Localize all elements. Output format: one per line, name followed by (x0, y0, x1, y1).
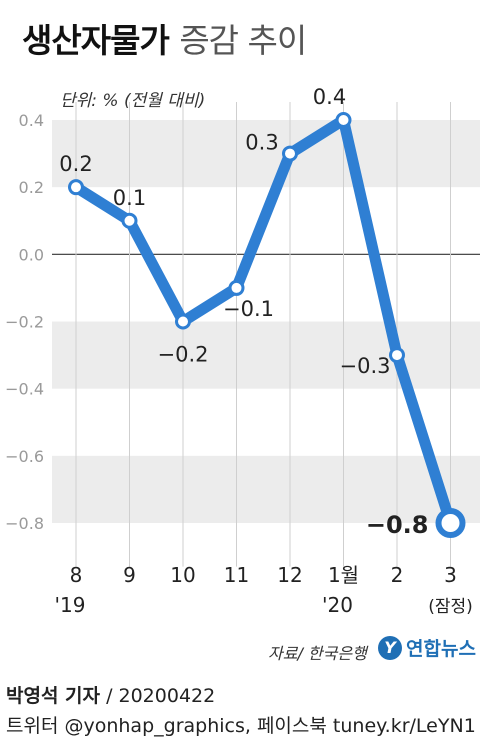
grid-band-0 (52, 120, 480, 188)
data-point (121, 212, 138, 229)
y-tick-label: 0.2 (19, 178, 44, 197)
data-point (335, 112, 352, 128)
yonhap-logo: Y 연합뉴스 (378, 634, 476, 661)
x-tick-label: 2 (391, 563, 404, 587)
x-tick-label: 1월 (328, 563, 359, 587)
data-point (68, 179, 84, 196)
reporter-name: 박영석 기자 (6, 685, 101, 707)
credit-date: / 20200422 (106, 685, 216, 707)
line-chart: 0.4 0.2 0.0 −0.2 −0.4 −0.6 −0.8 0.2 0.1 −0.2 −0.1… (5, 85, 480, 617)
reporter-credit: 박영석 기자 / 20200422 (6, 681, 215, 708)
y-tick-label: −0.4 (5, 380, 44, 399)
x-axis: 8 '19 9 10 11 12 1월 '20 2 3 (잠정) (55, 563, 473, 617)
x-tick-label: 8 (70, 563, 83, 587)
data-label: −0.3 (340, 354, 391, 378)
grid-band-2 (52, 455, 480, 523)
x-tick-label: 12 (277, 563, 302, 587)
data-point (389, 347, 405, 364)
y-tick-label: −0.8 (5, 514, 44, 533)
y-tick-label: 0.0 (19, 245, 44, 264)
data-label: 0.1 (113, 186, 146, 210)
data-label: 0.2 (59, 152, 92, 176)
grid-bands (52, 120, 480, 523)
data-label: 0.4 (313, 85, 346, 109)
data-labels: 0.2 0.1 −0.2 −0.1 0.3 0.4 −0.3 −0.8 (59, 85, 428, 539)
x-tick-label: 10 (170, 563, 195, 587)
unit-label: 단위: % (전월 대비) (60, 91, 206, 111)
yonhap-logo-icon: Y (378, 635, 402, 660)
social-links: 트위터 @yonhap_graphics, 페이스북 tuney.kr/LeYN… (6, 715, 476, 737)
y-tick-label: 0.4 (19, 111, 44, 130)
data-label: 0.3 (245, 131, 278, 155)
x-tick-sublabel: '20 (322, 593, 353, 617)
data-point (435, 508, 466, 538)
y-axis: 0.4 0.2 0.0 −0.2 −0.4 −0.6 −0.8 (5, 111, 44, 533)
grid-band-1 (52, 321, 480, 389)
x-tick-sublabel: (잠정) (428, 597, 473, 617)
title-main: 생산자물가 (22, 21, 170, 60)
y-tick-label: −0.2 (5, 313, 44, 332)
data-label: −0.2 (158, 343, 209, 367)
data-points (68, 112, 466, 538)
data-label: −0.8 (366, 511, 429, 539)
x-tick-label: 9 (123, 563, 136, 587)
data-point (175, 313, 191, 330)
series-polyline (70, 114, 456, 529)
y-tick-label: −0.6 (5, 447, 44, 466)
chart-title: 생산자물가 증감 추이 (22, 14, 307, 62)
series-line (70, 114, 456, 529)
data-point (282, 145, 298, 162)
yonhap-logo-text: 연합뉴스 (406, 638, 476, 660)
x-tick-label: 11 (224, 563, 249, 587)
source-label: 자료/ 한국은행 (268, 644, 367, 663)
data-label: −0.1 (223, 297, 274, 321)
x-tick-sublabel: '19 (55, 593, 86, 617)
data-point (228, 279, 245, 296)
title-sub: 증감 추이 (179, 21, 307, 60)
x-tick-label: 3 (444, 563, 457, 587)
